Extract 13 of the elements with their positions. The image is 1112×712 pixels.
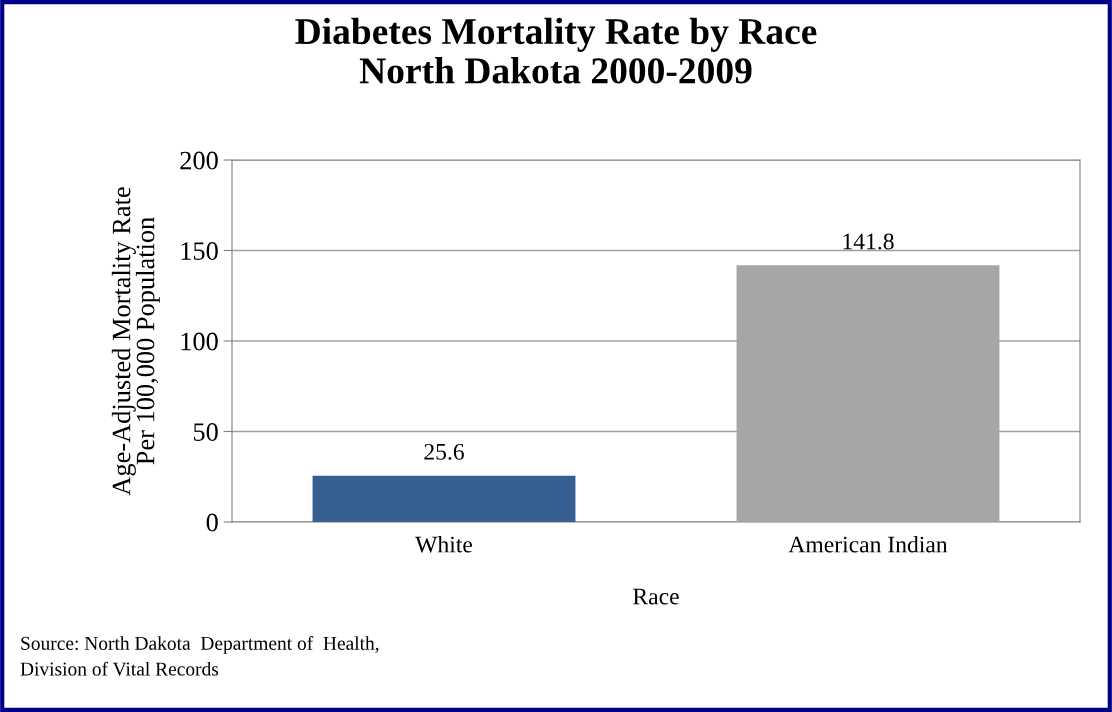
chart-title: Diabetes Mortality Rate by Race North Dakota 2000-2009 [295, 17, 817, 84]
x-tick-label: White [415, 535, 473, 553]
y-tick-label: 50 [193, 423, 218, 441]
data-label: 141.8 [843, 233, 894, 250]
y-tick-label: 0 [206, 513, 218, 532]
y-tick-label: 200 [180, 151, 218, 170]
x-tick-label: American Indian [788, 535, 948, 553]
source-note: Source: North Dakota Department of Health, Division of Vital Records [20, 636, 379, 676]
y-axis-title: Age-Adjusted Mortality Rate Per 100,000 Population [111, 187, 160, 496]
y-tick-label: 150 [181, 242, 218, 260]
x-axis-title: Race [633, 588, 679, 605]
data-label: 25.6 [424, 443, 464, 460]
y-tick-label: 100 [181, 332, 218, 351]
